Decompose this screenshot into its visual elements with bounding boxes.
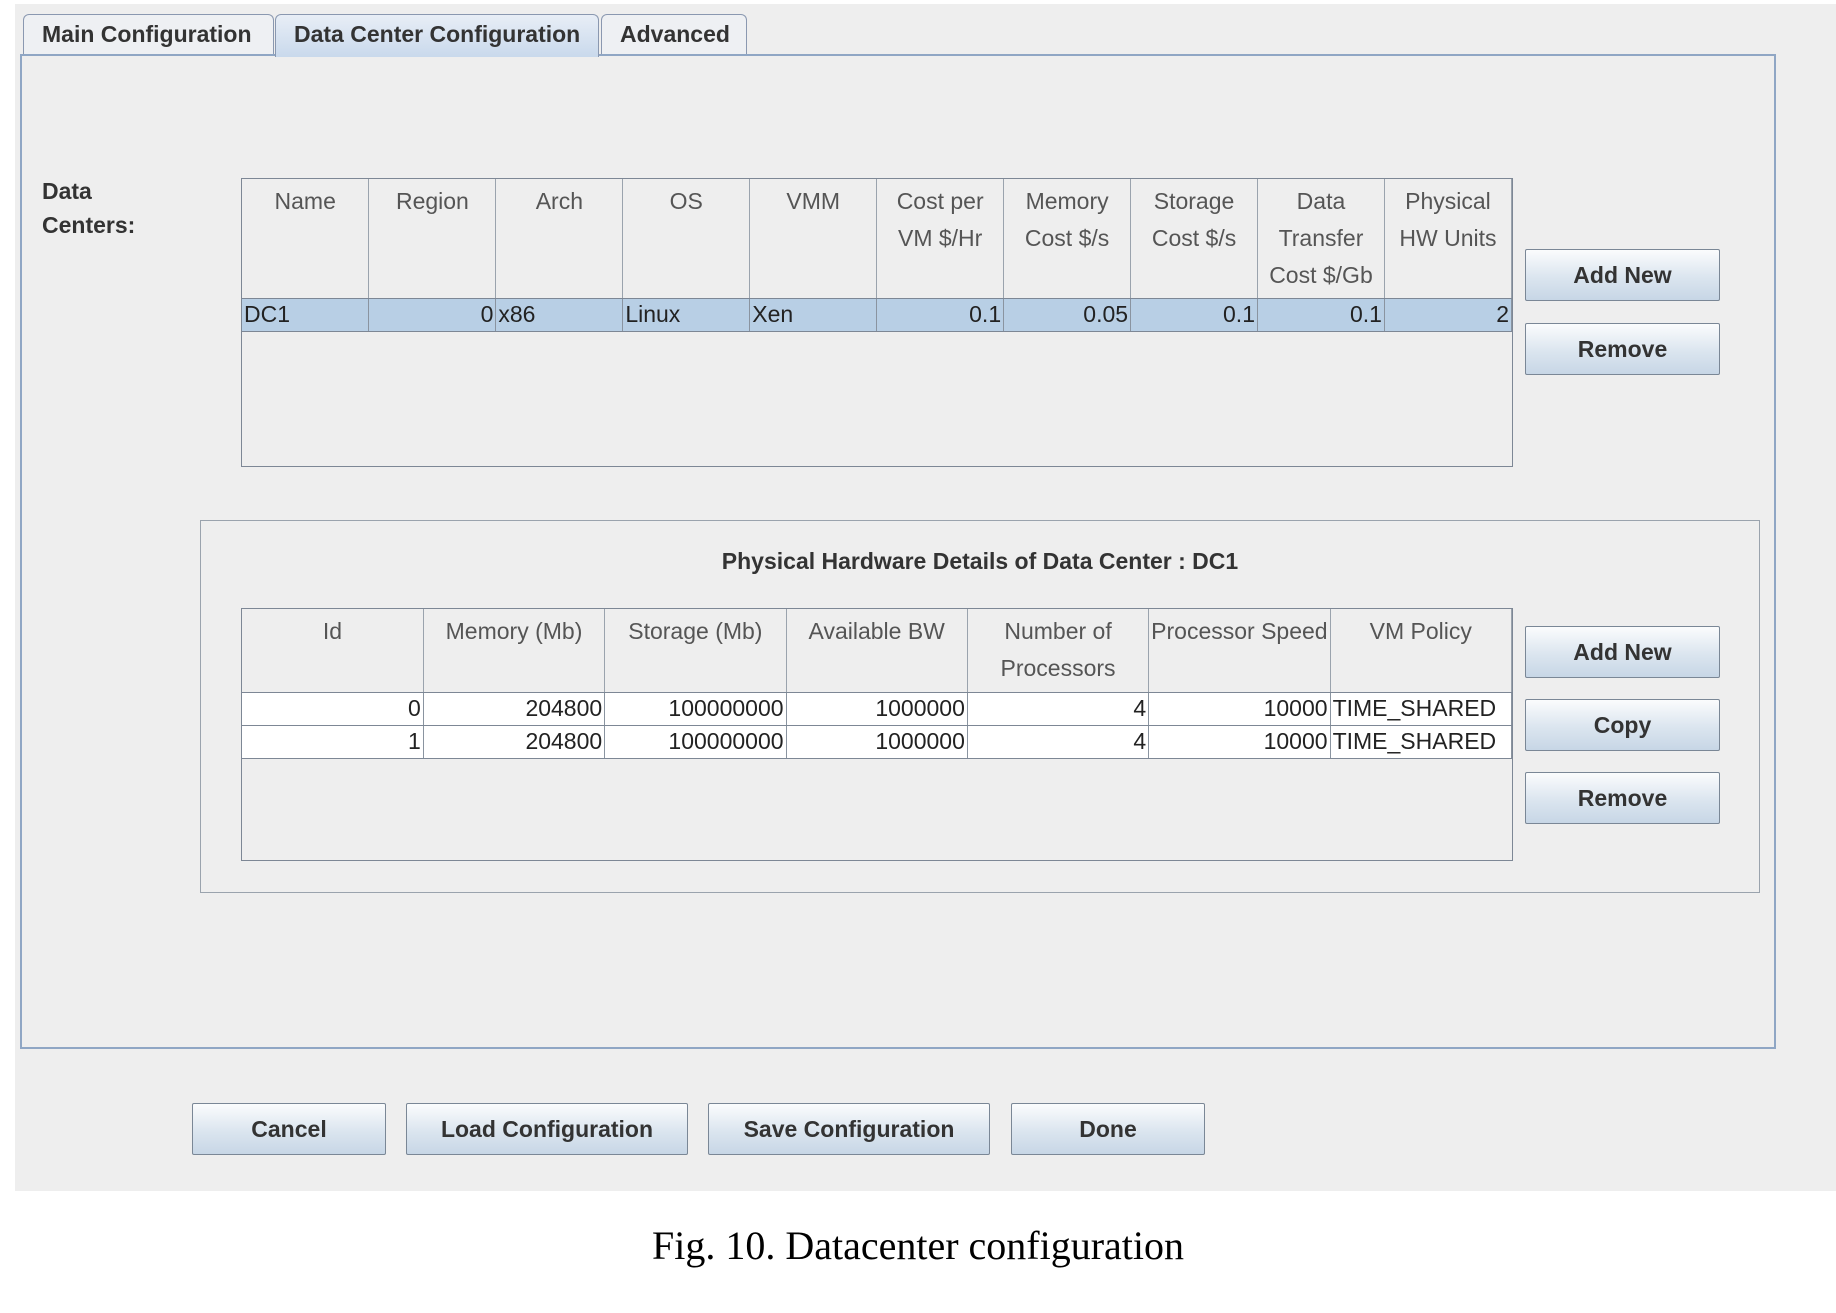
remove-datacenter-button[interactable]: Remove — [1525, 323, 1720, 375]
table-cell[interactable]: 204800 — [423, 692, 606, 726]
column-header[interactable]: Region — [368, 179, 497, 299]
table-row[interactable]: 0 204800 100000000 1000000 4 10000 TIME_SHARED — [242, 692, 1513, 726]
column-header[interactable]: VMM — [749, 179, 878, 299]
table-cell[interactable]: 0.1 — [1130, 298, 1258, 332]
table-cell[interactable]: 2 — [1384, 298, 1513, 332]
column-header[interactable]: Memory (Mb) — [423, 609, 606, 693]
column-header[interactable]: Id — [242, 609, 424, 693]
table-row[interactable]: 1 204800 100000000 1000000 4 10000 TIME_SHARED — [242, 725, 1513, 759]
column-header[interactable]: VM Policy — [1330, 609, 1513, 693]
table-cell[interactable]: x86 — [495, 298, 624, 332]
datacenters-table[interactable]: Name Region Arch OS VMM Cost per VM $/Hr Memor… — [241, 178, 1513, 467]
table-cell[interactable]: 204800 — [423, 725, 606, 759]
table-cell[interactable]: Linux — [622, 298, 751, 332]
table-cell[interactable]: 0.1 — [876, 298, 1005, 332]
table-cell[interactable]: 1 — [242, 725, 424, 759]
table-cell[interactable]: 1000000 — [786, 725, 968, 759]
tab-advanced[interactable]: Advanced — [601, 14, 747, 55]
save-configuration-button[interactable]: Save Configuration — [708, 1103, 990, 1155]
column-header[interactable]: Physical HW Units — [1384, 179, 1513, 299]
table-cell[interactable]: 10000 — [1148, 725, 1331, 759]
copy-hardware-button[interactable]: Copy — [1525, 699, 1720, 751]
column-header[interactable]: Name — [242, 179, 370, 299]
column-header[interactable]: Memory Cost $/s — [1003, 179, 1132, 299]
add-datacenter-button[interactable]: Add New — [1525, 249, 1720, 301]
table-cell[interactable]: 4 — [967, 725, 1150, 759]
done-button[interactable]: Done — [1011, 1103, 1205, 1155]
table-cell[interactable]: 1000000 — [786, 692, 968, 726]
data-centers-label: Data Centers: — [42, 178, 136, 238]
table-cell[interactable]: 0.1 — [1257, 298, 1385, 332]
figure-caption: Fig. 10. Datacenter configuration — [651, 1223, 1185, 1268]
hardware-details-title: Physical Hardware Details of Data Center… — [721, 548, 1239, 574]
remove-hardware-button[interactable]: Remove — [1525, 772, 1720, 824]
table-cell[interactable]: TIME_SHARED — [1330, 725, 1513, 759]
column-header[interactable]: Storage (Mb) — [604, 609, 787, 693]
tab-main-configuration[interactable]: Main Configuration — [23, 14, 274, 55]
hardware-details-group — [200, 520, 1760, 893]
table-cell[interactable]: 10000 — [1148, 692, 1331, 726]
column-header[interactable]: Storage Cost $/s — [1130, 179, 1258, 299]
column-header[interactable]: Number of Processors — [967, 609, 1150, 693]
table-cell[interactable]: 4 — [967, 692, 1150, 726]
table-row[interactable]: DC1 0 x86 Linux Xen 0.1 0.05 0.1 0.1 2 — [242, 298, 1513, 332]
column-header[interactable]: Available BW — [786, 609, 968, 693]
hardware-table[interactable]: Id Memory (Mb) Storage (Mb) Available BW Num… — [241, 608, 1513, 861]
table-cell[interactable]: 100000000 — [604, 692, 787, 726]
column-header[interactable]: Processor Speed — [1148, 609, 1331, 693]
table-cell[interactable]: DC1 — [242, 298, 370, 332]
table-cell[interactable]: 0 — [242, 692, 424, 726]
table-cell[interactable]: 100000000 — [604, 725, 787, 759]
column-header[interactable]: OS — [622, 179, 751, 299]
table-cell[interactable]: 0 — [368, 298, 497, 332]
table-cell[interactable]: 0.05 — [1003, 298, 1132, 332]
add-hardware-button[interactable]: Add New — [1525, 626, 1720, 678]
column-header[interactable]: Arch — [495, 179, 624, 299]
column-header[interactable]: Data Transfer Cost $/Gb — [1257, 179, 1385, 299]
table-cell[interactable]: Xen — [749, 298, 878, 332]
cancel-button[interactable]: Cancel — [192, 1103, 386, 1155]
tab-data-center-configuration[interactable]: Data Center Configuration — [275, 14, 599, 57]
load-configuration-button[interactable]: Load Configuration — [406, 1103, 688, 1155]
column-header[interactable]: Cost per VM $/Hr — [876, 179, 1005, 299]
table-cell[interactable]: TIME_SHARED — [1330, 692, 1513, 726]
